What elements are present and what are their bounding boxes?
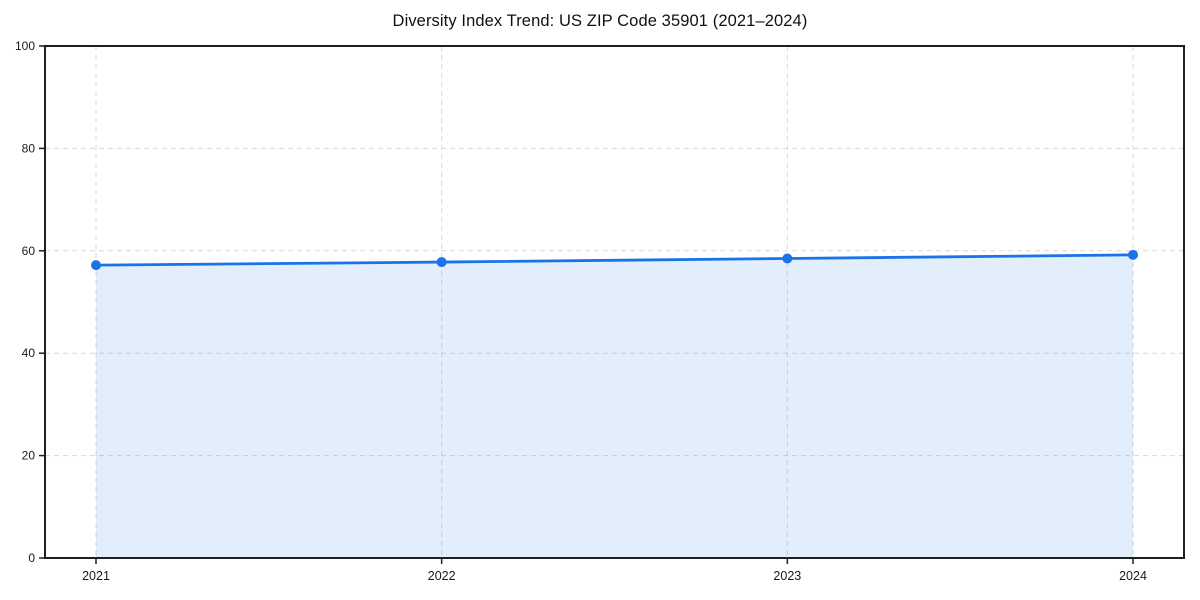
area-fill: [96, 254, 1133, 558]
y-axis-tick-label: 20: [22, 449, 36, 463]
plot-spines: [44, 45, 1185, 559]
data-point: [436, 257, 447, 268]
y-axis-tick-label: 0: [28, 551, 35, 565]
y-axis-tick-label: 80: [22, 141, 36, 155]
chart-title: Diversity Index Trend: US ZIP Code 35901…: [392, 12, 808, 30]
y-axis-tick-label: 40: [22, 346, 36, 360]
x-axis-tick-label: 2022: [428, 569, 456, 583]
y-axis-tick-label: 60: [22, 244, 36, 258]
trend-line: [94, 253, 1135, 267]
x-axis-tick-label: 2023: [773, 569, 801, 583]
data-point: [1128, 249, 1138, 260]
data-point: [91, 260, 101, 271]
data-point: [782, 253, 793, 264]
x-axis-tick-label: 2021: [82, 569, 110, 583]
y-axis-tick-label: 100: [15, 39, 35, 53]
x-axis-tick-label: 2024: [1119, 569, 1147, 583]
